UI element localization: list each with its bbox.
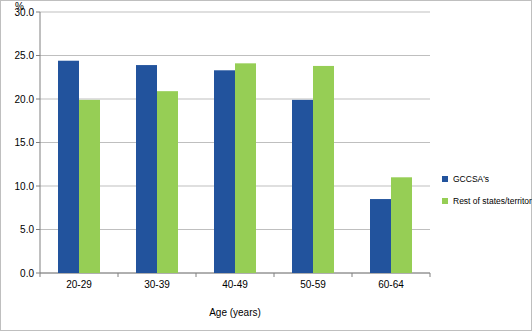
bar xyxy=(214,70,235,273)
chart: 0.05.010.015.020.025.030.020-2930-3940-4… xyxy=(0,0,532,331)
y-axis-label: % xyxy=(15,1,24,12)
bars xyxy=(58,61,412,273)
y-tick xyxy=(36,229,40,230)
x-tick xyxy=(274,273,275,277)
x-tick xyxy=(118,273,119,277)
bar xyxy=(313,66,334,273)
grid-line xyxy=(40,55,430,56)
y-tick xyxy=(36,273,40,274)
y-tick xyxy=(36,186,40,187)
grid-line xyxy=(40,12,430,13)
y-tick-label: 25.0 xyxy=(15,50,35,61)
y-tick-label: 15.0 xyxy=(15,137,35,148)
y-tick xyxy=(36,55,40,56)
x-tick-label: 60-64 xyxy=(378,279,404,290)
x-tick xyxy=(40,273,41,277)
bar xyxy=(136,65,157,273)
frame xyxy=(1,1,532,331)
x-tick-label: 40-49 xyxy=(222,279,248,290)
x-tick-label: 30-39 xyxy=(144,279,170,290)
y-tick-label: 0.0 xyxy=(20,268,34,279)
y-tick-label: 10.0 xyxy=(15,181,35,192)
y-tick xyxy=(36,12,40,13)
x-tick xyxy=(352,273,353,277)
y-axis xyxy=(40,12,41,273)
x-tick xyxy=(430,273,431,277)
y-tick xyxy=(36,142,40,143)
y-tick-label: 5.0 xyxy=(20,224,34,235)
bar xyxy=(58,61,79,273)
bar xyxy=(79,100,100,273)
legend-label: Rest of states/territories xyxy=(453,196,532,206)
bar xyxy=(235,63,256,273)
bar xyxy=(292,100,313,273)
x-tick xyxy=(196,273,197,277)
bar xyxy=(391,177,412,273)
legend-label: GCCSA's xyxy=(453,174,489,184)
bar xyxy=(370,199,391,273)
legend-swatch xyxy=(442,198,448,204)
legend-swatch xyxy=(442,176,448,182)
x-axis-label: Age (years) xyxy=(209,307,261,318)
bar xyxy=(157,91,178,273)
x-tick-label: 20-29 xyxy=(66,279,92,290)
y-tick-label: 20.0 xyxy=(15,94,35,105)
y-tick xyxy=(36,99,40,100)
x-tick-label: 50-59 xyxy=(300,279,326,290)
